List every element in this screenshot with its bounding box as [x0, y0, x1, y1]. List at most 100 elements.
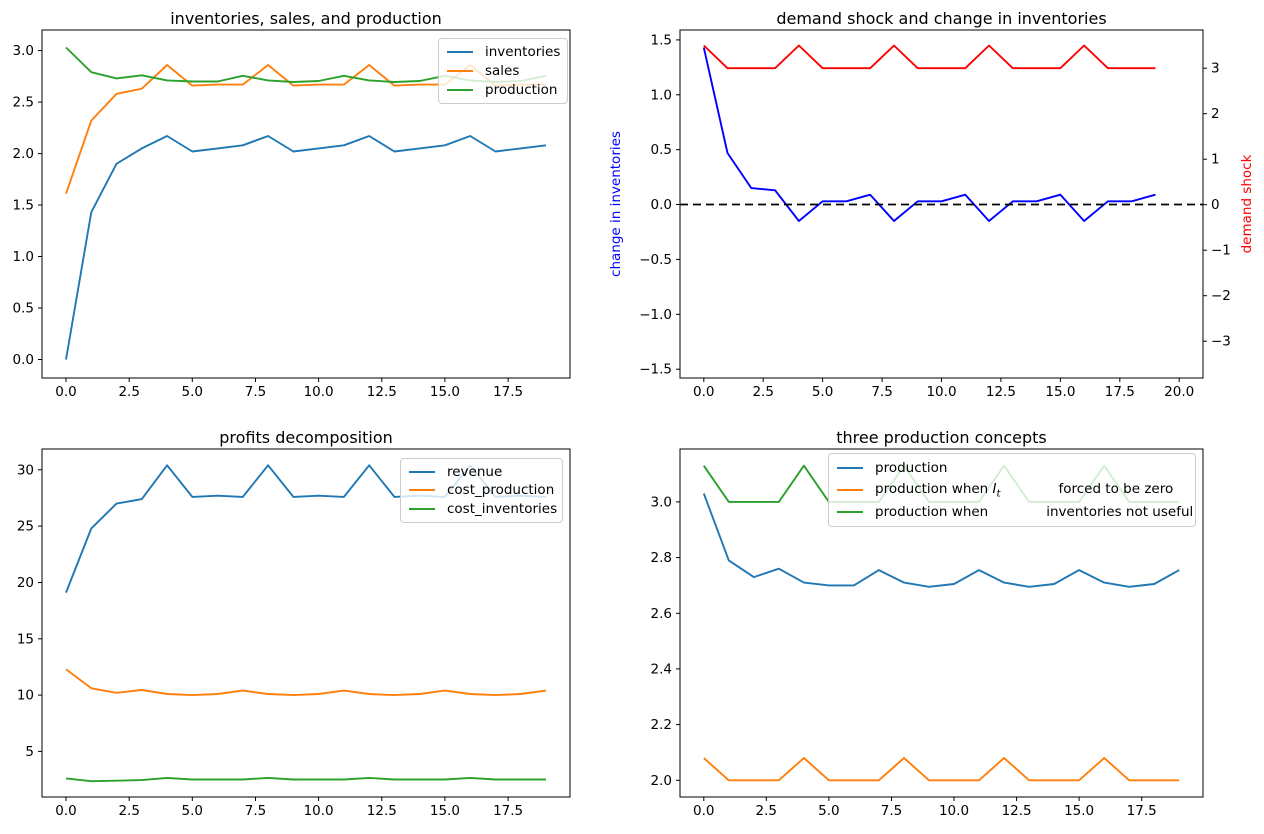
x-tick-label: 12.5 — [367, 803, 397, 819]
ylabel-change-in-inventories: change in inventories — [608, 131, 624, 277]
legend-item-cost-inventories: cost_inventories — [409, 501, 557, 517]
math-symbol-It: It — [992, 480, 1001, 500]
legend-label-pre: production when — [875, 503, 989, 520]
legend-label: production when It forced to be zero — [875, 481, 1173, 500]
y-right-tick-label: 2 — [1211, 106, 1220, 122]
y-tick-label: 2.6 — [651, 606, 672, 622]
x-tick-label: 2.5 — [118, 384, 139, 400]
y-tick-label: 1.0 — [651, 87, 672, 103]
math-i: I — [992, 480, 997, 497]
axes-frame — [679, 448, 1204, 798]
y-tick-label: 1.0 — [13, 249, 34, 265]
legend-line-cost-inventories — [409, 507, 435, 510]
legend-three-production-concepts: production production when It forced to b… — [828, 453, 1196, 527]
x-tick-label: 12.5 — [367, 384, 397, 400]
legend-line-sales — [447, 69, 473, 72]
x-tick-label: 10.0 — [939, 803, 969, 819]
x-tick-label: 2.5 — [752, 384, 773, 400]
y-tick-label: 0.0 — [13, 352, 34, 368]
legend-line-cost-production — [409, 489, 435, 492]
series-line-production-zero-inventories — [703, 757, 1180, 782]
plot-title-demand-shock: demand shock and change in inventories — [776, 9, 1107, 28]
x-tick-label: 5.0 — [182, 384, 203, 400]
series-line-inventories — [65, 135, 547, 360]
legend-item-inventories: inventories — [447, 44, 561, 61]
x-tick-label: 5.0 — [182, 803, 203, 819]
y-tick-label: 2.5 — [13, 95, 34, 111]
legend-label: production — [485, 81, 558, 98]
legend-profits-decomposition: revenue cost_production cost_inventories — [400, 458, 563, 523]
axes-frame — [41, 29, 571, 379]
legend-label: revenue — [447, 464, 503, 481]
series-line-demand-shock — [703, 44, 1156, 70]
math-sub-t: t — [996, 488, 1001, 500]
y-tick-label: 2.2 — [651, 717, 672, 733]
y-tick-label: 25 — [17, 519, 34, 535]
series-line-production-3 — [702, 493, 1180, 588]
legend-label-pre: production when — [875, 480, 993, 497]
y-tick-label: 0.5 — [651, 142, 672, 158]
axes-frame — [41, 448, 571, 798]
y-tick-label: 0.0 — [651, 197, 672, 213]
x-tick-label: 20.0 — [1164, 384, 1194, 400]
legend-label-post: inventories not useful — [1046, 503, 1194, 520]
x-tick-label: 0.0 — [55, 803, 76, 819]
y-right-tick-label: −1 — [1211, 243, 1231, 259]
plot-title-three-production-concepts: three production concepts — [836, 428, 1047, 447]
legend-label: inventories — [485, 44, 561, 61]
legend-label: production — [875, 460, 948, 477]
y-right-tick-label: 3 — [1211, 61, 1220, 77]
legend-line-inventories — [447, 51, 473, 54]
y-tick-label: −1.5 — [639, 362, 672, 378]
x-tick-label: 10.0 — [304, 803, 334, 819]
y-tick-label: 2.0 — [651, 773, 672, 789]
x-tick-label: 5.0 — [812, 384, 833, 400]
legend-label: sales — [485, 62, 520, 79]
series-line-cost-production — [65, 668, 547, 697]
y-right-tick-label: 0 — [1211, 197, 1220, 213]
y-tick-label: 2.4 — [651, 661, 672, 677]
legend-item-production: production — [837, 460, 1187, 476]
x-tick-label: 7.5 — [871, 384, 892, 400]
legend-inventories-sales-production: inventories sales production — [438, 38, 568, 104]
y-right-tick-label: −2 — [1211, 288, 1231, 304]
y-tick-label: 5 — [25, 744, 34, 760]
legend-line-revenue — [409, 471, 435, 474]
x-tick-label: 2.5 — [756, 803, 777, 819]
ylabel-demand-shock: demand shock — [1239, 154, 1255, 254]
legend-line-production-zero-inventories — [837, 489, 863, 491]
y-right-tick-label: 1 — [1211, 152, 1220, 168]
x-tick-label: 15.0 — [430, 384, 460, 400]
x-tick-label: 0.0 — [693, 803, 714, 819]
x-tick-label: 2.5 — [118, 803, 139, 819]
legend-line-production-inventories-not-useful — [837, 510, 863, 513]
y-tick-label: 1.5 — [13, 198, 34, 214]
x-tick-label: 0.0 — [693, 384, 714, 400]
x-tick-label: 10.0 — [304, 384, 334, 400]
y-tick-label: 30 — [17, 462, 34, 478]
x-tick-label: 12.5 — [986, 384, 1016, 400]
y-right-tick-label: −3 — [1211, 334, 1231, 350]
plot-title-inventories-sales-production: inventories, sales, and production — [170, 9, 442, 28]
legend-item-production-zero-inventories: production when It forced to be zero — [837, 481, 1187, 500]
x-tick-label: 7.5 — [245, 803, 266, 819]
x-tick-label: 7.5 — [881, 803, 902, 819]
y-tick-label: 1.5 — [651, 32, 672, 48]
x-tick-label: 15.0 — [430, 803, 460, 819]
y-tick-label: 3.0 — [13, 43, 34, 59]
legend-item-cost-production: cost_production — [409, 482, 554, 498]
y-tick-label: −0.5 — [639, 252, 672, 268]
x-tick-label: 12.5 — [1002, 803, 1032, 819]
x-tick-label: 17.5 — [493, 384, 523, 400]
x-tick-label: 0.0 — [55, 384, 76, 400]
y-tick-label: 2.0 — [13, 146, 34, 162]
legend-item-sales: sales — [447, 63, 559, 79]
y-tick-label: 20 — [17, 575, 34, 591]
legend-item-revenue: revenue — [409, 464, 554, 480]
legend-label-post: forced to be zero — [1058, 480, 1174, 497]
x-tick-label: 17.5 — [1127, 803, 1157, 819]
y-tick-label: 2.8 — [651, 550, 672, 566]
x-tick-label: 5.0 — [818, 803, 839, 819]
